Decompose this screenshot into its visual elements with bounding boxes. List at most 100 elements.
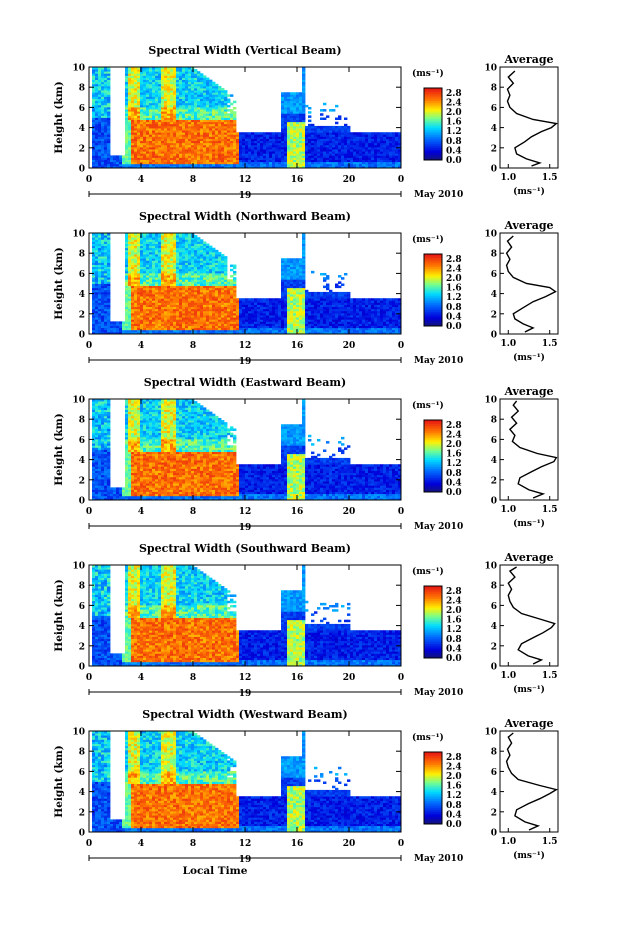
colorbar-tick-label: 1.6 <box>446 782 462 792</box>
colorbar-swatch <box>424 770 442 773</box>
y-tick-label: 2 <box>79 808 85 818</box>
average-y-tick-label: 8 <box>491 748 497 758</box>
colorbar-swatch <box>424 614 442 617</box>
colorbar-tick-label: 2.8 <box>446 587 462 597</box>
y-tick-label: 4 <box>79 456 85 466</box>
colorbar-frame <box>423 585 443 659</box>
colorbar-tick-label: 0.0 <box>446 488 462 498</box>
average-y-tick-label: 10 <box>484 230 497 240</box>
colorbar-swatch <box>424 432 442 435</box>
average-title: Average <box>503 385 553 398</box>
colorbar-tick-label: 0.8 <box>446 635 462 645</box>
colorbar-tick-label: 2.8 <box>446 89 462 99</box>
chart-panel-4: Spectral Width (Southward Beam) 0 2 4 6 8 10 He… <box>53 542 559 699</box>
colorbar-swatch <box>424 434 442 437</box>
colorbar-swatch <box>424 152 442 155</box>
colorbar-swatch <box>424 115 442 118</box>
average-y-tick-label: 4 <box>491 622 497 632</box>
average-y-tick-label: 8 <box>491 84 497 94</box>
colorbar-swatch <box>424 116 442 119</box>
colorbar-swatch <box>424 620 442 623</box>
average-title: Average <box>503 717 553 730</box>
colorbar-swatch <box>424 802 442 805</box>
y-tick-label: 0 <box>79 331 85 341</box>
x-tick-label: 20 <box>343 175 356 185</box>
colorbar-swatch <box>424 466 442 469</box>
colorbar-swatch <box>424 463 442 466</box>
colorbar-frame <box>423 751 443 825</box>
colorbar-swatch <box>424 793 442 796</box>
x-tick-label: 12 <box>239 839 252 849</box>
colorbar-swatch <box>424 313 442 316</box>
colorbar-swatch <box>424 270 442 273</box>
colorbar-swatch <box>424 88 442 91</box>
colorbar-swatch <box>424 788 442 791</box>
colorbar-swatch <box>424 420 442 423</box>
colorbar-swatch <box>424 807 442 810</box>
colorbar-swatch <box>424 297 442 300</box>
colorbar-swatch <box>424 602 442 605</box>
colorbar-swatch <box>424 474 442 477</box>
colorbar-swatch <box>424 459 442 462</box>
average-x-axis-label: (ms⁻¹) <box>513 518 545 529</box>
day-label: 19 <box>239 357 252 367</box>
average-y-tick-label: 8 <box>491 416 497 426</box>
colorbar-swatch <box>424 795 442 798</box>
y-tick-label: 10 <box>72 64 85 74</box>
colorbar-swatch <box>424 295 442 298</box>
colorbar-swatch <box>424 300 442 303</box>
heatmap-field <box>92 731 402 833</box>
colorbar-swatch <box>424 634 442 637</box>
heatmap-field <box>92 565 402 667</box>
colorbar-swatch <box>424 798 442 801</box>
colorbar-swatch <box>424 461 442 464</box>
colorbar-swatch <box>424 589 442 592</box>
colorbar-swatch <box>424 777 442 780</box>
colorbar-tick-label: 1.2 <box>446 293 462 303</box>
colorbar-swatch <box>424 818 442 821</box>
colorbar-swatch <box>424 811 442 814</box>
colorbar-swatch <box>424 293 442 296</box>
colorbar-swatch <box>424 645 442 648</box>
colorbar-swatch <box>424 309 442 312</box>
colorbar-swatch <box>424 797 442 800</box>
y-axis-label: Height (km) <box>53 413 65 485</box>
colorbar-swatch <box>424 281 442 284</box>
y-axis-label: Height (km) <box>53 247 65 319</box>
heatmap-field <box>92 67 402 169</box>
chart-panel-3: Spectral Width (Eastward Beam) 0 2 4 6 8 10 Hei… <box>53 376 559 533</box>
colorbar-swatch <box>424 102 442 105</box>
x-tick-label: 0 <box>86 341 92 351</box>
colorbar-swatch <box>424 142 442 145</box>
heatmap-field <box>92 399 402 501</box>
colorbar-swatch <box>424 611 442 614</box>
average-y-tick-label: 0 <box>491 497 497 507</box>
x-tick-label: 0 <box>398 507 404 517</box>
colorbar-tick-label: 2.0 <box>446 606 462 616</box>
average-y-tick-label: 6 <box>491 436 497 446</box>
colorbar-swatch <box>424 822 442 825</box>
x-tick-label: 16 <box>291 507 304 517</box>
colorbar-swatch <box>424 264 442 267</box>
day-label: 19 <box>239 689 252 699</box>
colorbar-swatch <box>424 616 442 619</box>
colorbar-swatch <box>424 324 442 327</box>
colorbar-swatch <box>424 429 442 432</box>
average-y-tick-label: 2 <box>491 476 497 486</box>
date-label: May 2010 <box>414 688 463 698</box>
colorbar-swatch <box>424 107 442 110</box>
colorbar-swatch <box>424 484 442 487</box>
colorbar-swatch <box>424 284 442 287</box>
colorbar-tick-label: 0.4 <box>446 644 462 654</box>
average-title: Average <box>503 219 553 232</box>
colorbar-swatch <box>424 600 442 603</box>
x-tick-label: 8 <box>190 341 196 351</box>
average-profile-line <box>508 400 558 499</box>
colorbar-swatch <box>424 272 442 275</box>
colorbar-swatch <box>424 134 442 137</box>
colorbar-tick-label: 0.8 <box>446 801 462 811</box>
average-frame <box>499 232 559 335</box>
day-label: 19 <box>239 523 252 533</box>
colorbar-tick-label: 0.8 <box>446 303 462 313</box>
